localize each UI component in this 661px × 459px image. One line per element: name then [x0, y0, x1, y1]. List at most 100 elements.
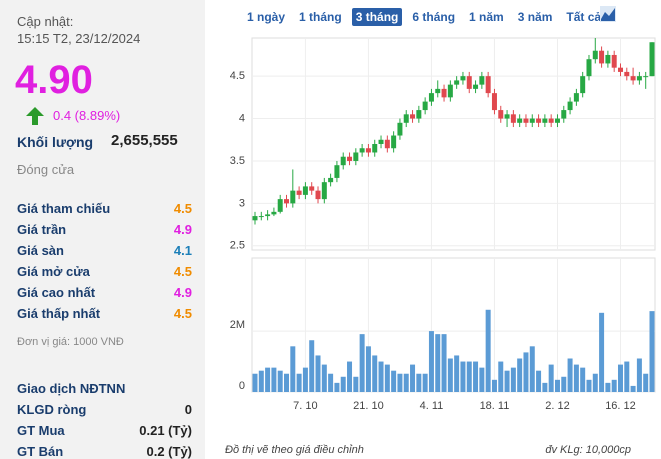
volume-bar — [296, 373, 302, 392]
x-tick-label: 21. 10 — [353, 400, 384, 412]
chart-icon[interactable] — [600, 6, 616, 22]
volume-bar — [321, 364, 327, 392]
candle-body — [422, 101, 428, 111]
volume-bar — [611, 379, 617, 392]
volume-bar — [378, 361, 384, 392]
candle-body — [504, 114, 510, 119]
price: 4.90 — [15, 58, 93, 102]
volume-bar — [447, 358, 453, 392]
volume-bar — [504, 370, 510, 392]
range-button[interactable]: 3 tháng — [351, 8, 403, 26]
volume-bar — [561, 376, 567, 392]
price-change: 0.4 (8.89%) — [53, 108, 121, 123]
candle-body — [523, 118, 529, 123]
volume-bar — [491, 379, 497, 392]
candle-body — [359, 148, 365, 153]
volume-bar — [403, 373, 409, 392]
candle-body — [277, 199, 283, 212]
volume-bar — [485, 309, 491, 392]
candle-body — [447, 84, 453, 98]
candle-body — [617, 67, 623, 72]
volume-bar — [529, 346, 535, 392]
candle-body — [643, 76, 649, 78]
candle-body — [624, 71, 630, 77]
info-row: Giá mở cửa 4.5 — [17, 264, 192, 279]
x-tick-label: 18. 11 — [480, 400, 510, 412]
volume-bar — [258, 370, 264, 392]
volume-bar — [252, 373, 258, 392]
volume-bar — [573, 364, 579, 392]
candle-body — [567, 101, 573, 111]
candle-body — [391, 135, 397, 149]
volume-bar — [290, 346, 296, 392]
volume-bar — [617, 364, 623, 392]
candle-body — [302, 186, 308, 195]
candle-body — [252, 216, 258, 221]
volume-bar — [397, 373, 403, 392]
volume-bar — [384, 364, 390, 392]
volume-bar — [636, 358, 642, 392]
volume-bar — [365, 346, 371, 392]
volume-bar — [599, 312, 605, 392]
volume-bar — [435, 334, 441, 392]
candle-body — [296, 190, 302, 195]
range-button[interactable]: 6 tháng — [412, 10, 456, 24]
foreign-value: 0 — [184, 402, 192, 417]
status: Đóng cửa — [17, 162, 75, 177]
info-row: Giá cao nhất 4.9 — [17, 285, 192, 300]
foreign-value: 0.2 (Tỷ) — [146, 444, 192, 459]
candle-body — [611, 54, 617, 68]
volume-bar — [517, 358, 523, 392]
volume-bar — [624, 361, 630, 392]
candle-body — [290, 190, 296, 204]
candle-body — [284, 199, 290, 204]
volume-bar — [510, 367, 516, 392]
volume-bar — [277, 370, 283, 392]
volume-bar — [347, 361, 353, 392]
candle-body — [441, 88, 447, 98]
y-tick-label: 2.5 — [230, 240, 245, 252]
range-button[interactable]: 1 ngày — [247, 10, 286, 24]
volume-bar — [605, 382, 611, 392]
volume-bar — [315, 355, 321, 392]
footnote: Đồ thị vẽ theo giá điều chỉnh — [225, 444, 364, 456]
candle-body — [347, 156, 353, 161]
volume-bar — [410, 364, 416, 392]
volume-bar — [265, 367, 271, 392]
foreign-row: GT Bán 0.2 (Tỷ) — [17, 444, 192, 459]
volume-bar — [441, 334, 447, 392]
candle-body — [605, 54, 611, 64]
candle-body — [473, 84, 479, 89]
volume-bar — [416, 373, 422, 392]
quote-panel: Cập nhật: 15:15 T2, 23/12/2024 4.90 0.4 … — [0, 0, 205, 459]
candle-body — [403, 114, 409, 123]
y2-tick-label: 2M — [230, 319, 245, 331]
info-label: Giá mở cửa — [17, 264, 90, 279]
info-value: 4.5 — [173, 201, 192, 216]
candle-body — [554, 118, 560, 123]
volume-bar — [542, 382, 548, 392]
candle-body — [410, 114, 416, 119]
info-value: 4.1 — [173, 243, 192, 258]
candle-body — [334, 165, 340, 178]
volume-bar — [536, 370, 542, 392]
info-label: Giá cao nhất — [17, 285, 96, 300]
range-button[interactable]: Tất cả — [566, 10, 602, 24]
volume-bar — [580, 367, 586, 392]
candle-body — [340, 156, 346, 166]
volume-bar — [428, 331, 434, 392]
candle-body — [378, 139, 384, 144]
volume: 2,655,555 — [111, 132, 178, 149]
range-button[interactable]: 1 tháng — [299, 10, 342, 24]
info-label: Giá tham chiếu — [17, 201, 111, 216]
range-button[interactable]: 3 năm — [517, 10, 553, 24]
volume-bar — [284, 373, 290, 392]
candle-body — [636, 76, 642, 81]
candle-body — [599, 50, 605, 64]
range-buttons: 1 ngày 1 tháng 3 tháng 6 tháng 1 năm 3 năm Tất… — [243, 8, 605, 26]
range-button[interactable]: 1 năm — [469, 10, 504, 24]
candle-body — [397, 122, 403, 136]
price-unit: Đơn vị giá: 1000 VNĐ — [17, 336, 124, 348]
info-value: 4.5 — [173, 264, 192, 279]
